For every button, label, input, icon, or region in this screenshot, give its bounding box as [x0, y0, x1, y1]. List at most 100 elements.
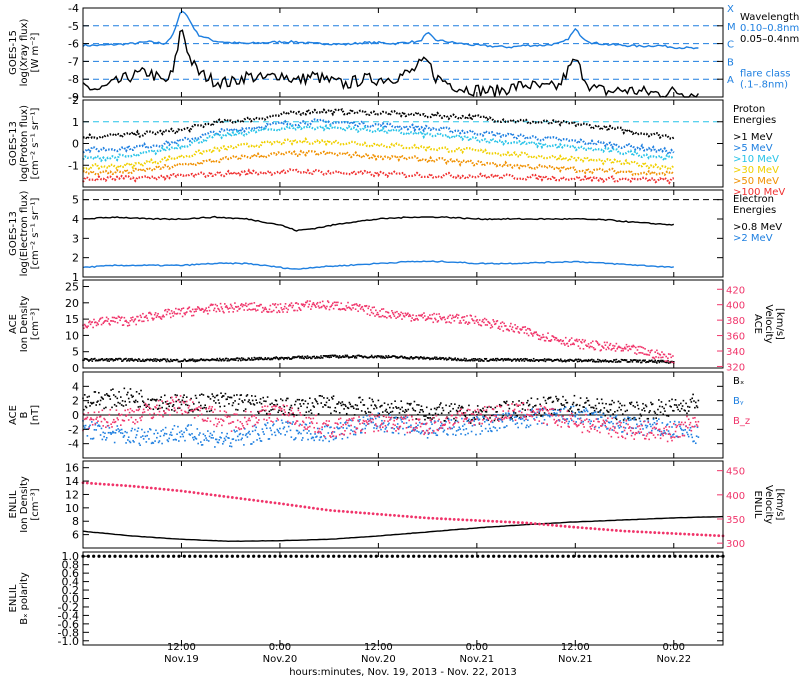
data-point: [154, 399, 156, 401]
data-point: [611, 361, 613, 363]
data-point: [259, 410, 262, 413]
data-point: [278, 357, 281, 359]
data-point: [417, 554, 421, 558]
data-point: [301, 424, 303, 426]
data-point: [241, 437, 243, 440]
data-point: [650, 429, 653, 432]
data-point: [216, 441, 219, 443]
data-point: [136, 315, 138, 318]
data-point: [338, 427, 341, 429]
data-point: [403, 422, 405, 425]
data-point: [449, 314, 451, 317]
data-point: [309, 417, 312, 420]
data-point: [102, 554, 106, 558]
data-point: [234, 302, 236, 304]
data-point: [479, 360, 482, 362]
data-point: [191, 408, 193, 411]
data-point: [324, 306, 327, 309]
data-point: [374, 415, 376, 418]
data-point: [582, 360, 585, 362]
data-point: [264, 423, 266, 426]
y-tick-label-right: 360: [726, 332, 745, 343]
data-point: [249, 419, 251, 422]
data-point: [591, 345, 593, 348]
data-point: [209, 554, 213, 558]
data-point: [485, 318, 488, 321]
data-point: [147, 430, 149, 433]
data-point: [530, 397, 533, 400]
data-point: [457, 518, 460, 521]
data-point: [340, 432, 343, 435]
data-point: [116, 425, 119, 427]
data-point: [88, 360, 90, 362]
data-point: [483, 417, 485, 420]
data-point: [287, 420, 289, 423]
data-point: [287, 411, 290, 414]
data-point: [575, 424, 577, 426]
data-point: [691, 397, 694, 400]
data-point: [502, 413, 505, 415]
data-point: [381, 422, 383, 425]
data-point: [612, 344, 614, 347]
data-point: [391, 311, 394, 314]
y-tick-label: 10: [65, 502, 79, 515]
data-point: [507, 404, 510, 406]
data-point: [142, 438, 145, 440]
data-point: [669, 361, 672, 364]
data-point: [400, 416, 403, 418]
data-point: [267, 413, 270, 415]
data-point: [392, 423, 395, 426]
data-point: [643, 410, 646, 412]
data-point: [367, 307, 370, 310]
data-point: [236, 394, 238, 396]
data-point: [393, 315, 396, 317]
data-point: [326, 300, 329, 302]
data-point: [642, 402, 644, 405]
data-point: [87, 427, 90, 430]
data-point: [333, 410, 336, 412]
data-point: [285, 414, 287, 416]
data-point: [540, 336, 543, 339]
data-point: [644, 530, 648, 534]
data-point: [444, 318, 446, 321]
data-point: [623, 404, 626, 407]
data-point: [348, 306, 350, 309]
data-point: [541, 336, 543, 339]
data-point: [621, 359, 624, 361]
data-point: [296, 420, 299, 422]
data-point: [380, 356, 382, 359]
data-point: [531, 411, 534, 413]
data-point: [630, 554, 634, 558]
data-point: [193, 417, 196, 419]
data-point: [351, 419, 353, 422]
data-point: [634, 346, 637, 349]
data-point: [156, 436, 158, 439]
data-point: [496, 405, 498, 408]
data-point: [231, 307, 234, 309]
data-point: [209, 493, 213, 497]
data-point: [282, 502, 285, 506]
data-point: [113, 441, 116, 444]
data-point: [126, 359, 129, 361]
data-point: [122, 405, 125, 407]
data-point: [241, 554, 245, 558]
data-point: [636, 425, 639, 428]
data-point: [579, 397, 582, 399]
data-point: [284, 434, 286, 436]
y-tick-label-right: 300: [726, 539, 745, 550]
data-point: [157, 441, 160, 444]
x-tick-label-date: Nov.22: [656, 654, 691, 665]
data-point: [625, 359, 628, 361]
data-point: [544, 399, 547, 402]
data-point: [83, 425, 85, 427]
data-point: [136, 400, 139, 403]
data-point: [673, 404, 676, 406]
data-point: [342, 308, 344, 310]
data-point: [155, 360, 158, 363]
data-point: [560, 426, 563, 428]
data-point: [563, 422, 566, 424]
data-point: [88, 395, 90, 398]
data-point: [547, 332, 549, 334]
data-point: [374, 355, 376, 358]
data-point: [318, 307, 321, 309]
